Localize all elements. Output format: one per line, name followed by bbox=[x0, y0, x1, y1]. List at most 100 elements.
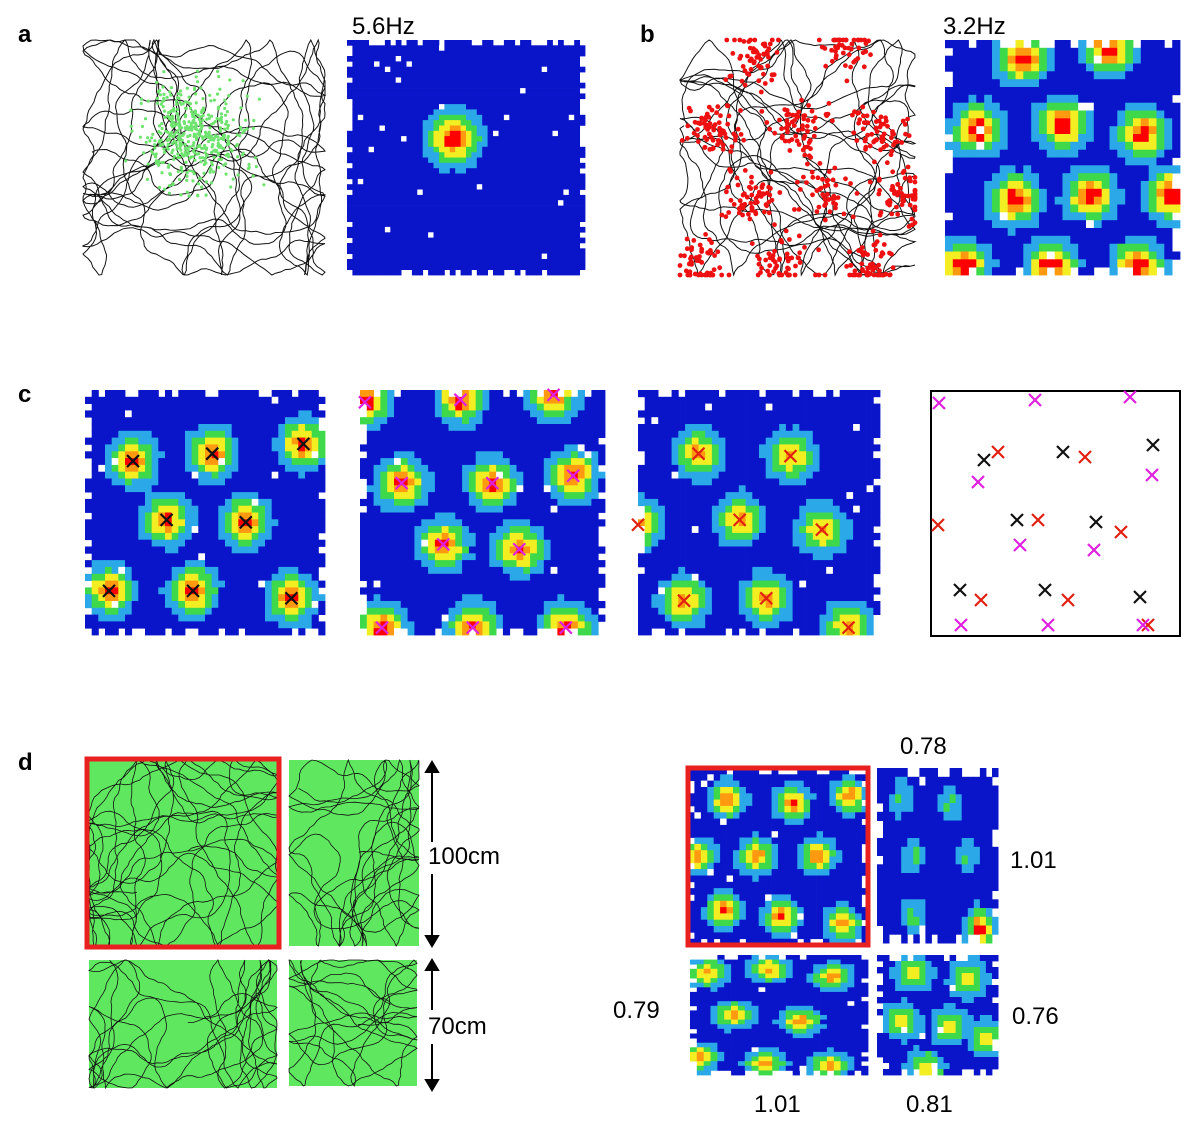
rate-bin bbox=[503, 248, 510, 254]
rate-bin bbox=[428, 162, 434, 169]
spike bbox=[860, 104, 866, 110]
spike bbox=[887, 272, 892, 278]
rate-bin bbox=[1164, 267, 1173, 276]
rate-bin bbox=[406, 50, 413, 57]
spike bbox=[860, 126, 866, 132]
rate-bin bbox=[525, 226, 532, 233]
rate-bin bbox=[471, 50, 478, 57]
rate-bin bbox=[368, 184, 375, 190]
rate-bin bbox=[563, 130, 570, 137]
rate-bin bbox=[271, 464, 279, 473]
rate-bin bbox=[178, 628, 186, 636]
rate-map bbox=[347, 40, 586, 276]
rate-bin bbox=[1101, 47, 1110, 56]
rate-bin bbox=[1046, 220, 1055, 229]
spike bbox=[911, 206, 917, 211]
rate-bin bbox=[530, 109, 537, 116]
rate-bin bbox=[455, 93, 461, 100]
rate-bin bbox=[1062, 118, 1071, 127]
rate-bin bbox=[105, 492, 113, 500]
rate-bin bbox=[151, 430, 159, 438]
rate-bin bbox=[536, 264, 543, 270]
rate-bin bbox=[211, 498, 219, 507]
rate-bin bbox=[541, 210, 548, 217]
rate-bin bbox=[231, 505, 239, 513]
rate-bin bbox=[428, 93, 434, 100]
spike bbox=[689, 247, 694, 253]
spike bbox=[697, 254, 702, 259]
rate-bin bbox=[520, 72, 526, 78]
rate-bin bbox=[514, 232, 521, 238]
rate-bin bbox=[205, 594, 213, 602]
rate-bin bbox=[552, 264, 559, 270]
rate-bin bbox=[471, 109, 478, 116]
rate-bin bbox=[530, 157, 537, 164]
rate-bin bbox=[118, 396, 126, 404]
rate-bin bbox=[1070, 196, 1079, 205]
rate-bin bbox=[471, 210, 478, 217]
rate-bin bbox=[422, 210, 429, 217]
rate-bin bbox=[171, 594, 179, 602]
rate-bin bbox=[198, 614, 206, 622]
rate-bin bbox=[225, 512, 233, 520]
rate-bin bbox=[417, 72, 424, 78]
rate-bin bbox=[225, 539, 233, 547]
spike bbox=[695, 139, 701, 145]
rate-bin bbox=[238, 573, 246, 581]
rate-bin bbox=[449, 88, 456, 94]
spike bbox=[212, 136, 216, 140]
rate-bin bbox=[178, 553, 186, 561]
rate-bin bbox=[1101, 118, 1110, 127]
rate-bin bbox=[466, 168, 472, 174]
rate-bin bbox=[1101, 110, 1110, 119]
rate-bin bbox=[1023, 55, 1032, 64]
rate-bin bbox=[238, 519, 246, 527]
rate-bin bbox=[225, 628, 233, 636]
rate-bin bbox=[347, 93, 353, 100]
rate-bin bbox=[1046, 55, 1055, 64]
rate-bin bbox=[952, 47, 961, 56]
rate-bin bbox=[984, 259, 993, 268]
rate-bin bbox=[568, 221, 575, 228]
rate-bin bbox=[145, 607, 153, 615]
rate-bin bbox=[251, 594, 259, 602]
rate-bin bbox=[191, 566, 199, 575]
spike bbox=[721, 128, 726, 134]
rate-bin bbox=[401, 232, 407, 238]
rate-bin bbox=[992, 259, 1001, 268]
rate-bin bbox=[525, 189, 532, 196]
rate-bin bbox=[198, 444, 206, 452]
rate-bin bbox=[406, 264, 413, 270]
rate-bin bbox=[471, 88, 478, 94]
spike bbox=[166, 142, 170, 147]
spike bbox=[223, 98, 227, 102]
rate-bin bbox=[178, 424, 186, 432]
rate-bin bbox=[1164, 188, 1173, 197]
rate-bin bbox=[138, 478, 146, 486]
rate-bin bbox=[278, 505, 286, 513]
rate-bin bbox=[568, 152, 575, 158]
rate-bin bbox=[1133, 235, 1142, 244]
rate-bin bbox=[449, 61, 456, 68]
rate-bin bbox=[151, 492, 159, 500]
spike bbox=[758, 56, 764, 62]
rate-bin bbox=[251, 539, 259, 547]
rate-bin bbox=[1125, 94, 1134, 103]
rate-bin bbox=[118, 539, 126, 547]
rate-bin bbox=[999, 118, 1008, 127]
rate-bin bbox=[265, 478, 273, 486]
rate-bin bbox=[455, 168, 461, 174]
rate-bin bbox=[151, 519, 159, 527]
rate-bin bbox=[105, 498, 113, 507]
rate-map bbox=[85, 390, 326, 636]
rate-bin bbox=[471, 120, 478, 126]
spike bbox=[883, 115, 888, 121]
rate-bin bbox=[1007, 126, 1016, 135]
rate-bin bbox=[552, 152, 559, 158]
rate-bin bbox=[455, 253, 461, 260]
rate-bin bbox=[278, 478, 286, 486]
rate-bin bbox=[218, 526, 226, 534]
rate-bin bbox=[384, 120, 391, 126]
rate-bin bbox=[525, 56, 532, 62]
rate-bin bbox=[411, 114, 418, 121]
